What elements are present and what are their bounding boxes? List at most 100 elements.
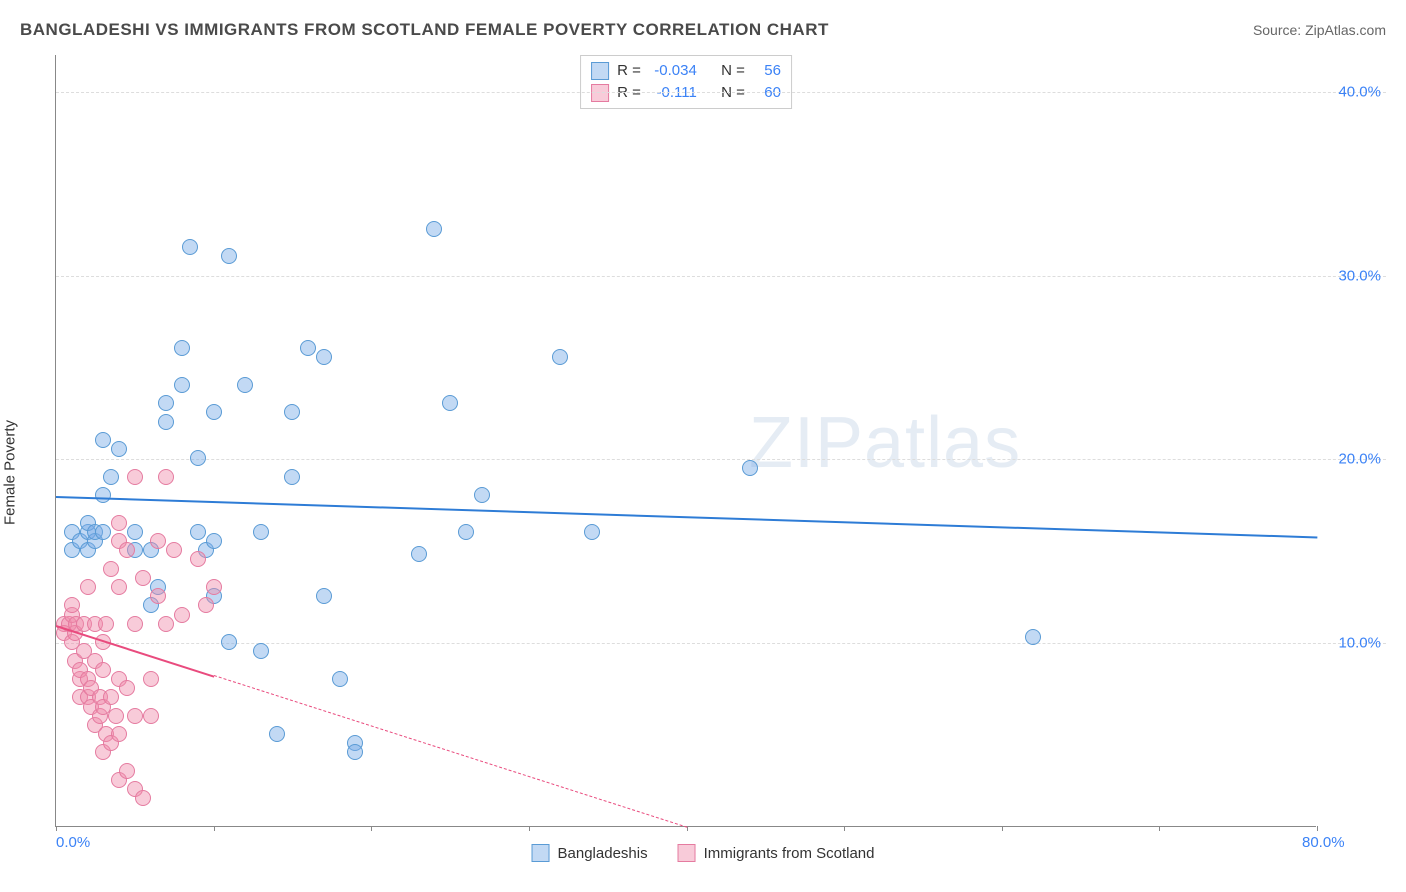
watermark: ZIPatlas bbox=[749, 402, 1021, 484]
grid-line-h bbox=[56, 92, 1386, 93]
stat-label-r: R = bbox=[617, 60, 641, 82]
scatter-point bbox=[98, 616, 114, 632]
scatter-point bbox=[135, 570, 151, 586]
scatter-point bbox=[284, 404, 300, 420]
scatter-point bbox=[474, 487, 490, 503]
legend-swatch bbox=[591, 84, 609, 102]
scatter-point bbox=[182, 239, 198, 255]
legend-item: Bangladeshis bbox=[532, 844, 648, 862]
y-tick-label: 40.0% bbox=[1338, 83, 1381, 100]
legend-swatch bbox=[591, 62, 609, 80]
scatter-point bbox=[316, 588, 332, 604]
scatter-point bbox=[584, 524, 600, 540]
y-tick-label: 30.0% bbox=[1338, 267, 1381, 284]
stats-row: R =-0.034 N =56 bbox=[591, 60, 781, 82]
legend-label: Bangladeshis bbox=[558, 845, 648, 862]
scatter-point bbox=[108, 708, 124, 724]
scatter-point bbox=[300, 340, 316, 356]
stat-value-r: -0.111 bbox=[649, 82, 697, 104]
chart-container: Female Poverty ZIPatlas R =-0.034 N =56R… bbox=[20, 55, 1386, 872]
scatter-point bbox=[111, 579, 127, 595]
stat-value-n: 60 bbox=[753, 82, 781, 104]
trend-line bbox=[213, 675, 686, 828]
x-tick bbox=[1317, 826, 1318, 831]
scatter-point bbox=[174, 607, 190, 623]
x-tick bbox=[529, 826, 530, 831]
scatter-point bbox=[206, 579, 222, 595]
scatter-point bbox=[158, 469, 174, 485]
x-tick bbox=[214, 826, 215, 831]
scatter-point bbox=[119, 680, 135, 696]
x-tick bbox=[844, 826, 845, 831]
legend-item: Immigrants from Scotland bbox=[678, 844, 875, 862]
y-axis-label: Female Poverty bbox=[2, 419, 19, 524]
scatter-point bbox=[103, 561, 119, 577]
y-tick-label: 10.0% bbox=[1338, 635, 1381, 652]
scatter-point bbox=[253, 643, 269, 659]
x-tick-label: 80.0% bbox=[1302, 834, 1345, 851]
scatter-point bbox=[95, 662, 111, 678]
scatter-point bbox=[111, 515, 127, 531]
stats-legend-box: R =-0.034 N =56R =-0.111 N =60 bbox=[580, 55, 792, 109]
scatter-point bbox=[742, 460, 758, 476]
scatter-point bbox=[221, 634, 237, 650]
chart-title: BANGLADESHI VS IMMIGRANTS FROM SCOTLAND … bbox=[20, 20, 829, 40]
y-tick-label: 20.0% bbox=[1338, 451, 1381, 468]
chart-source: Source: ZipAtlas.com bbox=[1253, 22, 1386, 38]
scatter-point bbox=[206, 404, 222, 420]
scatter-point bbox=[111, 726, 127, 742]
trend-line bbox=[56, 496, 1317, 538]
scatter-point bbox=[119, 542, 135, 558]
scatter-point bbox=[158, 395, 174, 411]
legend-swatch bbox=[678, 844, 696, 862]
scatter-point bbox=[80, 579, 96, 595]
scatter-point bbox=[332, 671, 348, 687]
scatter-point bbox=[221, 248, 237, 264]
scatter-point bbox=[442, 395, 458, 411]
scatter-point bbox=[1025, 629, 1041, 645]
scatter-point bbox=[95, 487, 111, 503]
scatter-point bbox=[143, 708, 159, 724]
legend-bottom: Bangladeshis Immigrants from Scotland bbox=[532, 844, 875, 862]
scatter-point bbox=[95, 524, 111, 540]
scatter-point bbox=[174, 377, 190, 393]
scatter-point bbox=[190, 450, 206, 466]
scatter-point bbox=[143, 671, 159, 687]
scatter-point bbox=[284, 469, 300, 485]
scatter-point bbox=[269, 726, 285, 742]
stat-label-r: R = bbox=[617, 82, 641, 104]
scatter-point bbox=[347, 744, 363, 760]
scatter-point bbox=[150, 533, 166, 549]
scatter-point bbox=[127, 524, 143, 540]
scatter-point bbox=[458, 524, 474, 540]
scatter-point bbox=[158, 414, 174, 430]
scatter-point bbox=[103, 689, 119, 705]
scatter-point bbox=[190, 551, 206, 567]
stat-value-n: 56 bbox=[753, 60, 781, 82]
x-tick bbox=[1159, 826, 1160, 831]
x-tick bbox=[371, 826, 372, 831]
scatter-point bbox=[64, 597, 80, 613]
scatter-point bbox=[206, 533, 222, 549]
scatter-point bbox=[253, 524, 269, 540]
scatter-point bbox=[552, 349, 568, 365]
legend-swatch bbox=[532, 844, 550, 862]
scatter-point bbox=[135, 790, 151, 806]
scatter-point bbox=[190, 524, 206, 540]
scatter-point bbox=[127, 708, 143, 724]
grid-line-h bbox=[56, 459, 1386, 460]
x-tick bbox=[56, 826, 57, 831]
stats-row: R =-0.111 N =60 bbox=[591, 82, 781, 104]
grid-line-h bbox=[56, 276, 1386, 277]
scatter-point bbox=[95, 432, 111, 448]
scatter-point bbox=[198, 597, 214, 613]
plot-area: ZIPatlas R =-0.034 N =56R =-0.111 N =60 … bbox=[55, 55, 1316, 827]
scatter-point bbox=[150, 588, 166, 604]
scatter-point bbox=[103, 469, 119, 485]
scatter-point bbox=[127, 469, 143, 485]
scatter-point bbox=[158, 616, 174, 632]
scatter-point bbox=[411, 546, 427, 562]
scatter-point bbox=[166, 542, 182, 558]
legend-label: Immigrants from Scotland bbox=[704, 845, 875, 862]
scatter-point bbox=[119, 763, 135, 779]
